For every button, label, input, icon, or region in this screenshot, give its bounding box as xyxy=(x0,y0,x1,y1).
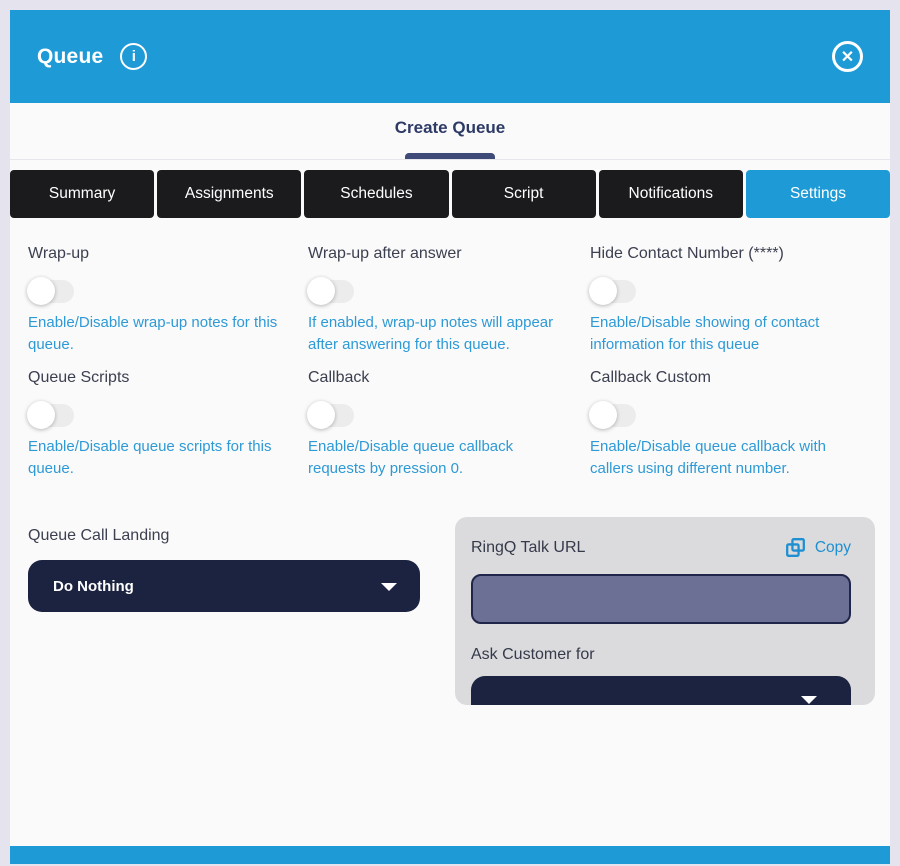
info-circle-icon[interactable]: i xyxy=(120,43,148,70)
queue-call-landing-value: Do Nothing xyxy=(53,577,134,595)
setting-description: Enable/Disable showing of contact inform… xyxy=(590,314,820,353)
tab-script[interactable]: Script xyxy=(451,170,596,218)
toggle-knob xyxy=(589,401,617,429)
toggle-knob xyxy=(589,277,617,305)
setting-wrap-up: Wrap-up Enable/Disable wrap-up notes for… xyxy=(27,245,308,356)
chevron-down-icon xyxy=(381,583,397,591)
toggle-knob xyxy=(27,401,55,429)
setting-description: Enable/Disable queue scripts for this qu… xyxy=(28,438,272,477)
close-icon[interactable]: ✕ xyxy=(832,41,863,72)
settings-tab-content: Wrap-up Enable/Disable wrap-up notes for… xyxy=(10,218,890,705)
subheader: Create Queue xyxy=(10,103,890,160)
tab-schedules[interactable]: Schedules xyxy=(304,170,449,218)
setting-queue-scripts: Queue Scripts Enable/Disable queue scrip… xyxy=(27,369,308,480)
toggle-hide-contact-number[interactable] xyxy=(589,277,636,305)
toggle-callback-custom[interactable] xyxy=(589,401,636,429)
toggle-knob xyxy=(27,277,55,305)
create-queue-modal: Queue i ✕ Create Queue Summary Assignmen… xyxy=(10,10,891,846)
tab-summary[interactable]: Summary xyxy=(10,170,155,218)
copy-icon xyxy=(785,538,805,557)
setting-label: Wrap-up xyxy=(28,245,90,262)
queue-call-landing-label: Queue Call Landing xyxy=(28,527,170,544)
bottom-blue-bar xyxy=(10,846,890,864)
queue-call-landing-section: Queue Call Landing Do Nothing xyxy=(28,517,455,705)
toggle-queue-scripts[interactable] xyxy=(27,401,74,429)
setting-wrap-up-after-answer: Wrap-up after answer If enabled, wrap-up… xyxy=(307,245,590,356)
setting-label: Queue Scripts xyxy=(28,369,130,386)
setting-callback-custom: Callback Custom Enable/Disable queue cal… xyxy=(589,369,876,480)
setting-hide-contact-number: Hide Contact Number (****) Enable/Disabl… xyxy=(589,245,876,356)
toggle-wrap-up-after-answer[interactable] xyxy=(307,277,354,305)
tab-bar: Summary Assignments Schedules Script Not… xyxy=(10,170,891,218)
setting-label: Hide Contact Number (****) xyxy=(590,245,784,262)
ask-customer-for-select[interactable] xyxy=(471,676,851,705)
modal-title: Queue xyxy=(37,44,104,68)
ask-customer-for-label: Ask Customer for xyxy=(471,646,595,663)
setting-label: Callback Custom xyxy=(590,369,711,386)
tab-settings[interactable]: Settings xyxy=(745,170,891,218)
settings-grid: Wrap-up Enable/Disable wrap-up notes for… xyxy=(27,245,890,493)
toggle-wrap-up[interactable] xyxy=(27,277,74,305)
tab-notifications[interactable]: Notifications xyxy=(598,170,743,218)
active-title-underline xyxy=(405,153,495,159)
chevron-down-icon xyxy=(801,696,817,704)
create-queue-title: Create Queue xyxy=(394,118,506,137)
setting-description: Enable/Disable wrap-up notes for this qu… xyxy=(28,314,278,353)
queue-call-landing-select[interactable]: Do Nothing xyxy=(28,560,420,612)
copy-label: Copy xyxy=(814,538,851,556)
tab-assignments[interactable]: Assignments xyxy=(157,170,302,218)
ringq-talk-url-panel: RingQ Talk URL Copy Ask Customer for xyxy=(455,517,875,705)
setting-description: Enable/Disable queue callback requests b… xyxy=(308,438,514,477)
setting-label: Callback xyxy=(308,369,370,386)
setting-label: Wrap-up after answer xyxy=(308,245,462,262)
copy-button[interactable]: Copy xyxy=(785,537,851,558)
ringq-talk-url-label: RingQ Talk URL xyxy=(471,538,586,556)
toggle-knob xyxy=(307,277,335,305)
bottom-row: Queue Call Landing Do Nothing RingQ Talk… xyxy=(28,517,890,705)
setting-callback: Callback Enable/Disable queue callback r… xyxy=(307,369,590,480)
setting-description: Enable/Disable queue callback with calle… xyxy=(590,438,826,477)
modal-header: Queue i ✕ xyxy=(10,10,890,103)
toggle-callback[interactable] xyxy=(307,401,354,429)
ringq-talk-url-input[interactable] xyxy=(471,574,851,624)
setting-description: If enabled, wrap-up notes will appear af… xyxy=(308,314,554,353)
toggle-knob xyxy=(307,401,335,429)
